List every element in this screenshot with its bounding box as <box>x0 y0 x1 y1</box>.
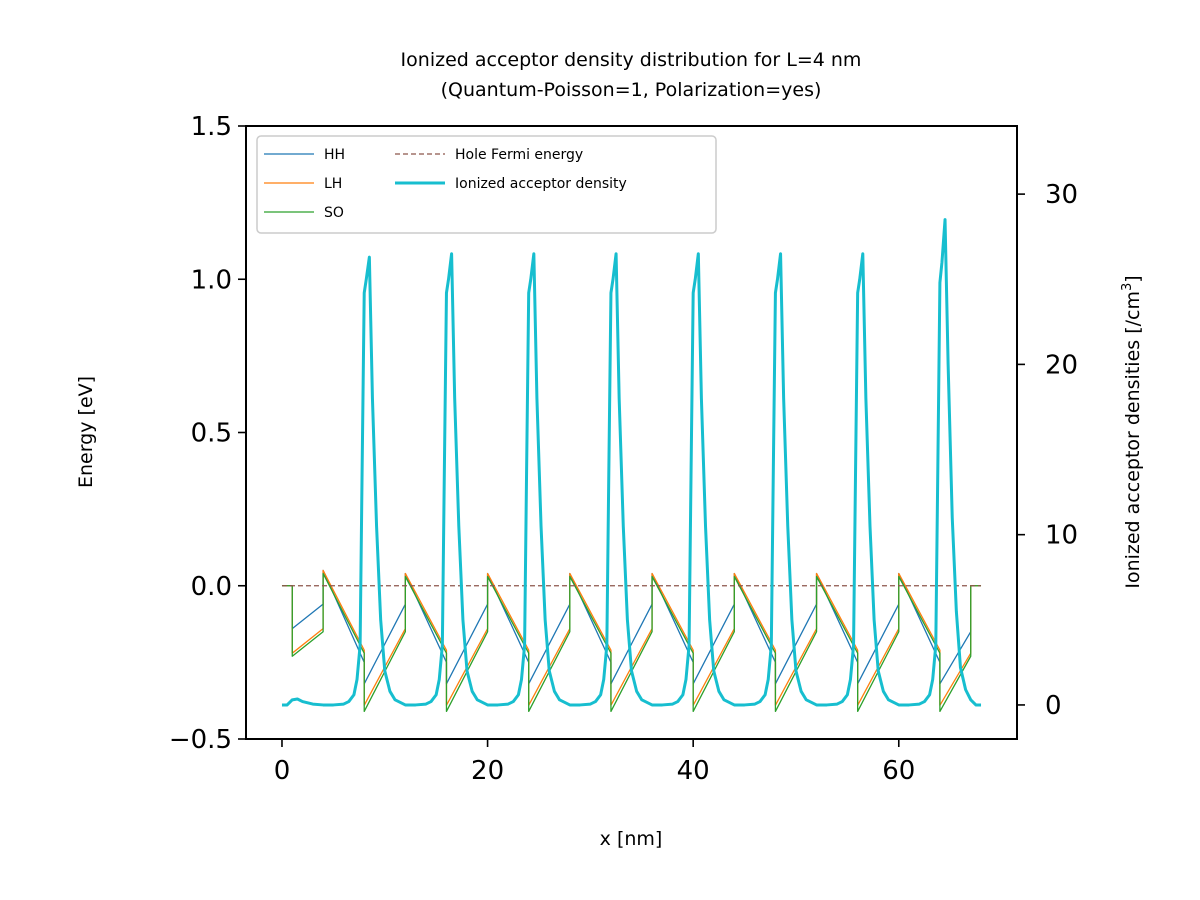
x-tick-label: 0 <box>274 756 291 786</box>
series-hh <box>281 569 982 685</box>
y-tick-label: 1.5 <box>191 112 232 142</box>
y-right-tick-label: 10 <box>1045 521 1078 551</box>
legend-box <box>256 135 717 234</box>
y-tick-label: 0.5 <box>191 419 232 449</box>
y-right-tick-label: 0 <box>1045 691 1062 721</box>
chart-subtitle: (Quantum-Poisson=1, Polarization=yes) <box>441 79 822 101</box>
y-axis-ticks: −0.5 0.0 0.5 1.0 1.5 <box>169 112 246 755</box>
y-right-tick-label: 30 <box>1045 180 1078 210</box>
y-right-axis-label: Ionized acceptor densities [/cm3] <box>1120 275 1144 588</box>
x-axis-label: x [nm] <box>600 828 663 850</box>
x-tick-label: 40 <box>677 756 710 786</box>
y-tick-label: 0.0 <box>191 572 232 602</box>
y-right-axis-label-end: ] <box>1122 275 1144 282</box>
y-right-tick-label: 20 <box>1045 350 1078 380</box>
legend-label: Hole Fermi energy <box>455 147 583 163</box>
legend-label: Ionized acceptor density <box>455 176 627 192</box>
series-layer <box>281 218 982 713</box>
legend-label: LH <box>324 176 342 192</box>
x-tick-label: 20 <box>471 756 504 786</box>
y-right-axis-label-sup: 3 <box>1120 283 1135 291</box>
x-tick-label: 60 <box>882 756 915 786</box>
x-axis-ticks: 0 20 40 60 <box>274 739 915 786</box>
legend: HH LH SO Hole Fermi energy Ionized acceptor … <box>256 135 717 234</box>
y-tick-label: −0.5 <box>169 725 232 755</box>
series-ionized-acceptor-density <box>281 218 982 707</box>
y-axis-label: Energy [eV] <box>75 376 97 488</box>
legend-label: HH <box>324 147 345 163</box>
y-right-axis-ticks: 0 10 20 30 <box>1017 180 1078 721</box>
y-right-axis-label-main: Ionized acceptor densities [/cm <box>1122 291 1144 589</box>
y-tick-label: 1.0 <box>191 265 232 295</box>
chart-title: Ionized acceptor density distribution fo… <box>401 49 862 71</box>
legend-label: SO <box>324 205 344 221</box>
